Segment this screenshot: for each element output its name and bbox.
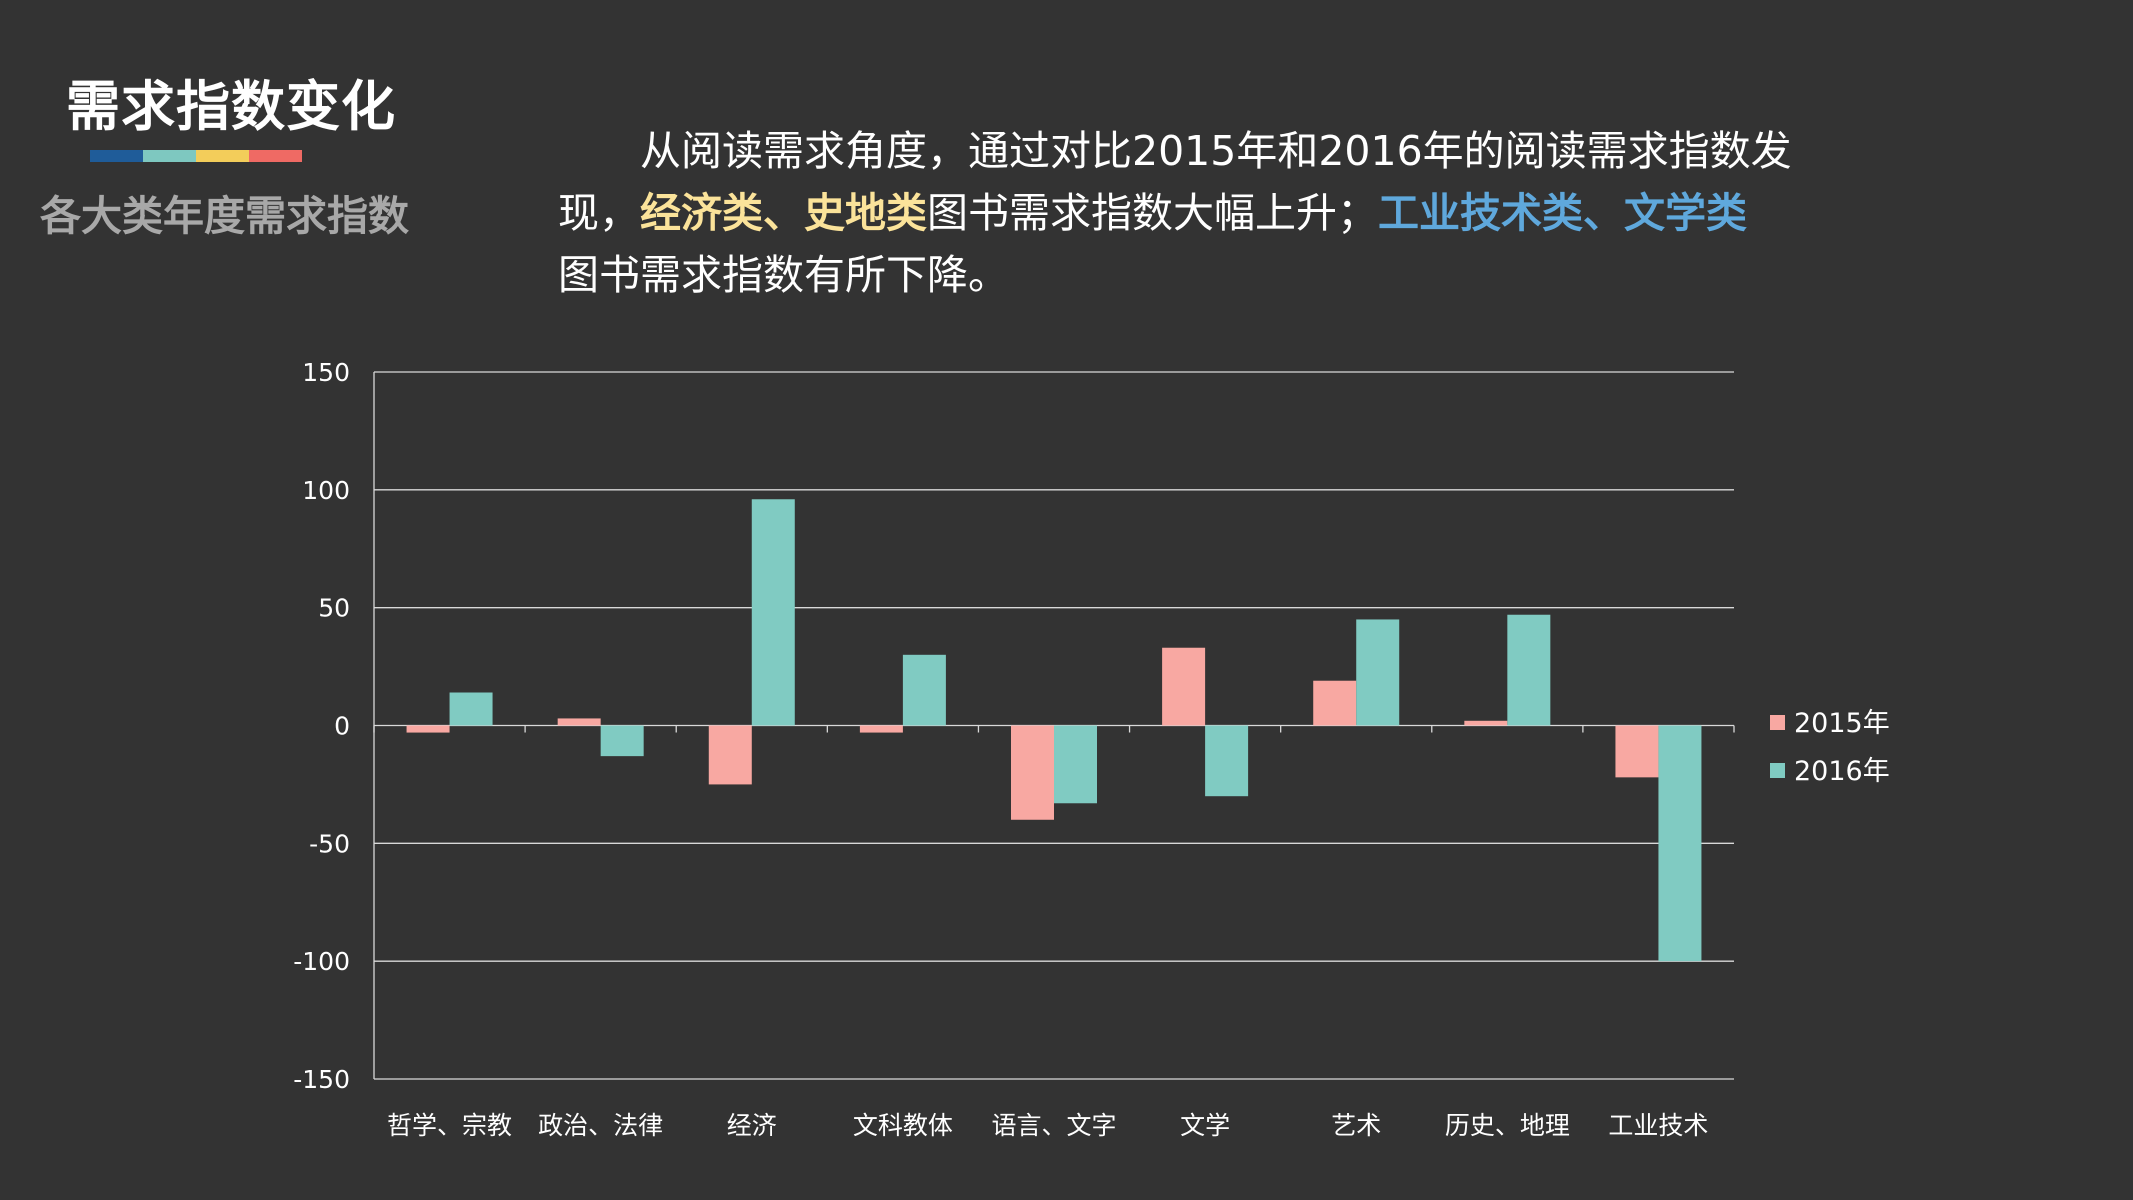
bar-2016年-哲学、宗教 [449, 692, 493, 726]
legend-label: 2015年 [1794, 708, 1890, 739]
x-category-label: 语言、文字 [991, 1111, 1116, 1140]
x-category-label: 艺术 [1331, 1111, 1381, 1140]
color-bar-segment [90, 150, 143, 162]
legend-swatch [1770, 715, 1785, 730]
description-line-1: 从阅读需求角度，通过对比2015年和2016年的阅读需求指数发 [640, 127, 1792, 175]
y-tick-label: -150 [293, 1065, 350, 1094]
title-color-bar [90, 150, 302, 162]
color-bar-segment [143, 150, 196, 162]
y-tick-label: 50 [318, 594, 350, 623]
description-line-3: 图书需求指数有所下降。 [558, 251, 1009, 299]
description-paragraph: 从阅读需求角度，通过对比2015年和2016年的阅读需求指数发 现，经济类、史地… [558, 120, 1792, 306]
legend-label: 2016年 [1794, 756, 1890, 787]
bar-2016年-经济 [751, 499, 795, 726]
color-bar-segment [249, 150, 302, 162]
bar-2015年-文学 [1162, 647, 1206, 726]
page-title: 需求指数变化 [66, 75, 396, 138]
bar-2016年-工业技术 [1658, 725, 1702, 962]
bar-2015年-语言、文字 [1011, 725, 1054, 820]
y-tick-label: -50 [309, 829, 350, 858]
bar-2015年-艺术 [1313, 680, 1357, 726]
description-text: 现， [558, 189, 640, 237]
highlight-falling-categories: 工业技术类、文学类 [1378, 189, 1747, 237]
bar-2015年-历史、地理 [1464, 720, 1508, 726]
legend-swatch [1770, 763, 1785, 778]
y-tick-label: 100 [302, 476, 350, 505]
x-category-label: 经济 [727, 1111, 777, 1140]
bar-2015年-工业技术 [1615, 725, 1659, 778]
x-category-label: 哲学、宗教 [387, 1111, 512, 1140]
highlight-rising-categories: 经济类、史地类 [640, 189, 927, 237]
bar-2015年-政治、法律 [557, 718, 601, 726]
bar-2016年-历史、地理 [1507, 614, 1551, 726]
bar-2015年-文科教体 [859, 725, 903, 733]
y-tick-label: 150 [302, 358, 350, 387]
bar-2016年-政治、法律 [600, 725, 644, 757]
x-category-label: 政治、法律 [538, 1111, 663, 1140]
description-text: 图书需求指数大幅上升； [927, 189, 1378, 237]
x-category-label: 历史、地理 [1445, 1111, 1570, 1140]
x-category-label: 文学 [1180, 1111, 1230, 1140]
bar-2016年-语言、文字 [1054, 725, 1097, 804]
bar-2016年-文学 [1205, 725, 1249, 797]
y-tick-label: -100 [293, 947, 350, 976]
bar-2015年-经济 [708, 725, 752, 785]
x-category-label: 文科教体 [853, 1111, 953, 1140]
x-category-label: 工业技术 [1608, 1111, 1708, 1140]
page-subtitle: 各大类年度需求指数 [40, 192, 409, 240]
bar-2016年-艺术 [1356, 619, 1400, 726]
y-tick-label: 0 [334, 712, 350, 741]
color-bar-segment [196, 150, 249, 162]
bar-2015年-哲学、宗教 [406, 725, 450, 733]
description-line-2: 现，经济类、史地类图书需求指数大幅上升；工业技术类、文学类 [558, 182, 1758, 244]
bar-2016年-文科教体 [902, 654, 946, 726]
